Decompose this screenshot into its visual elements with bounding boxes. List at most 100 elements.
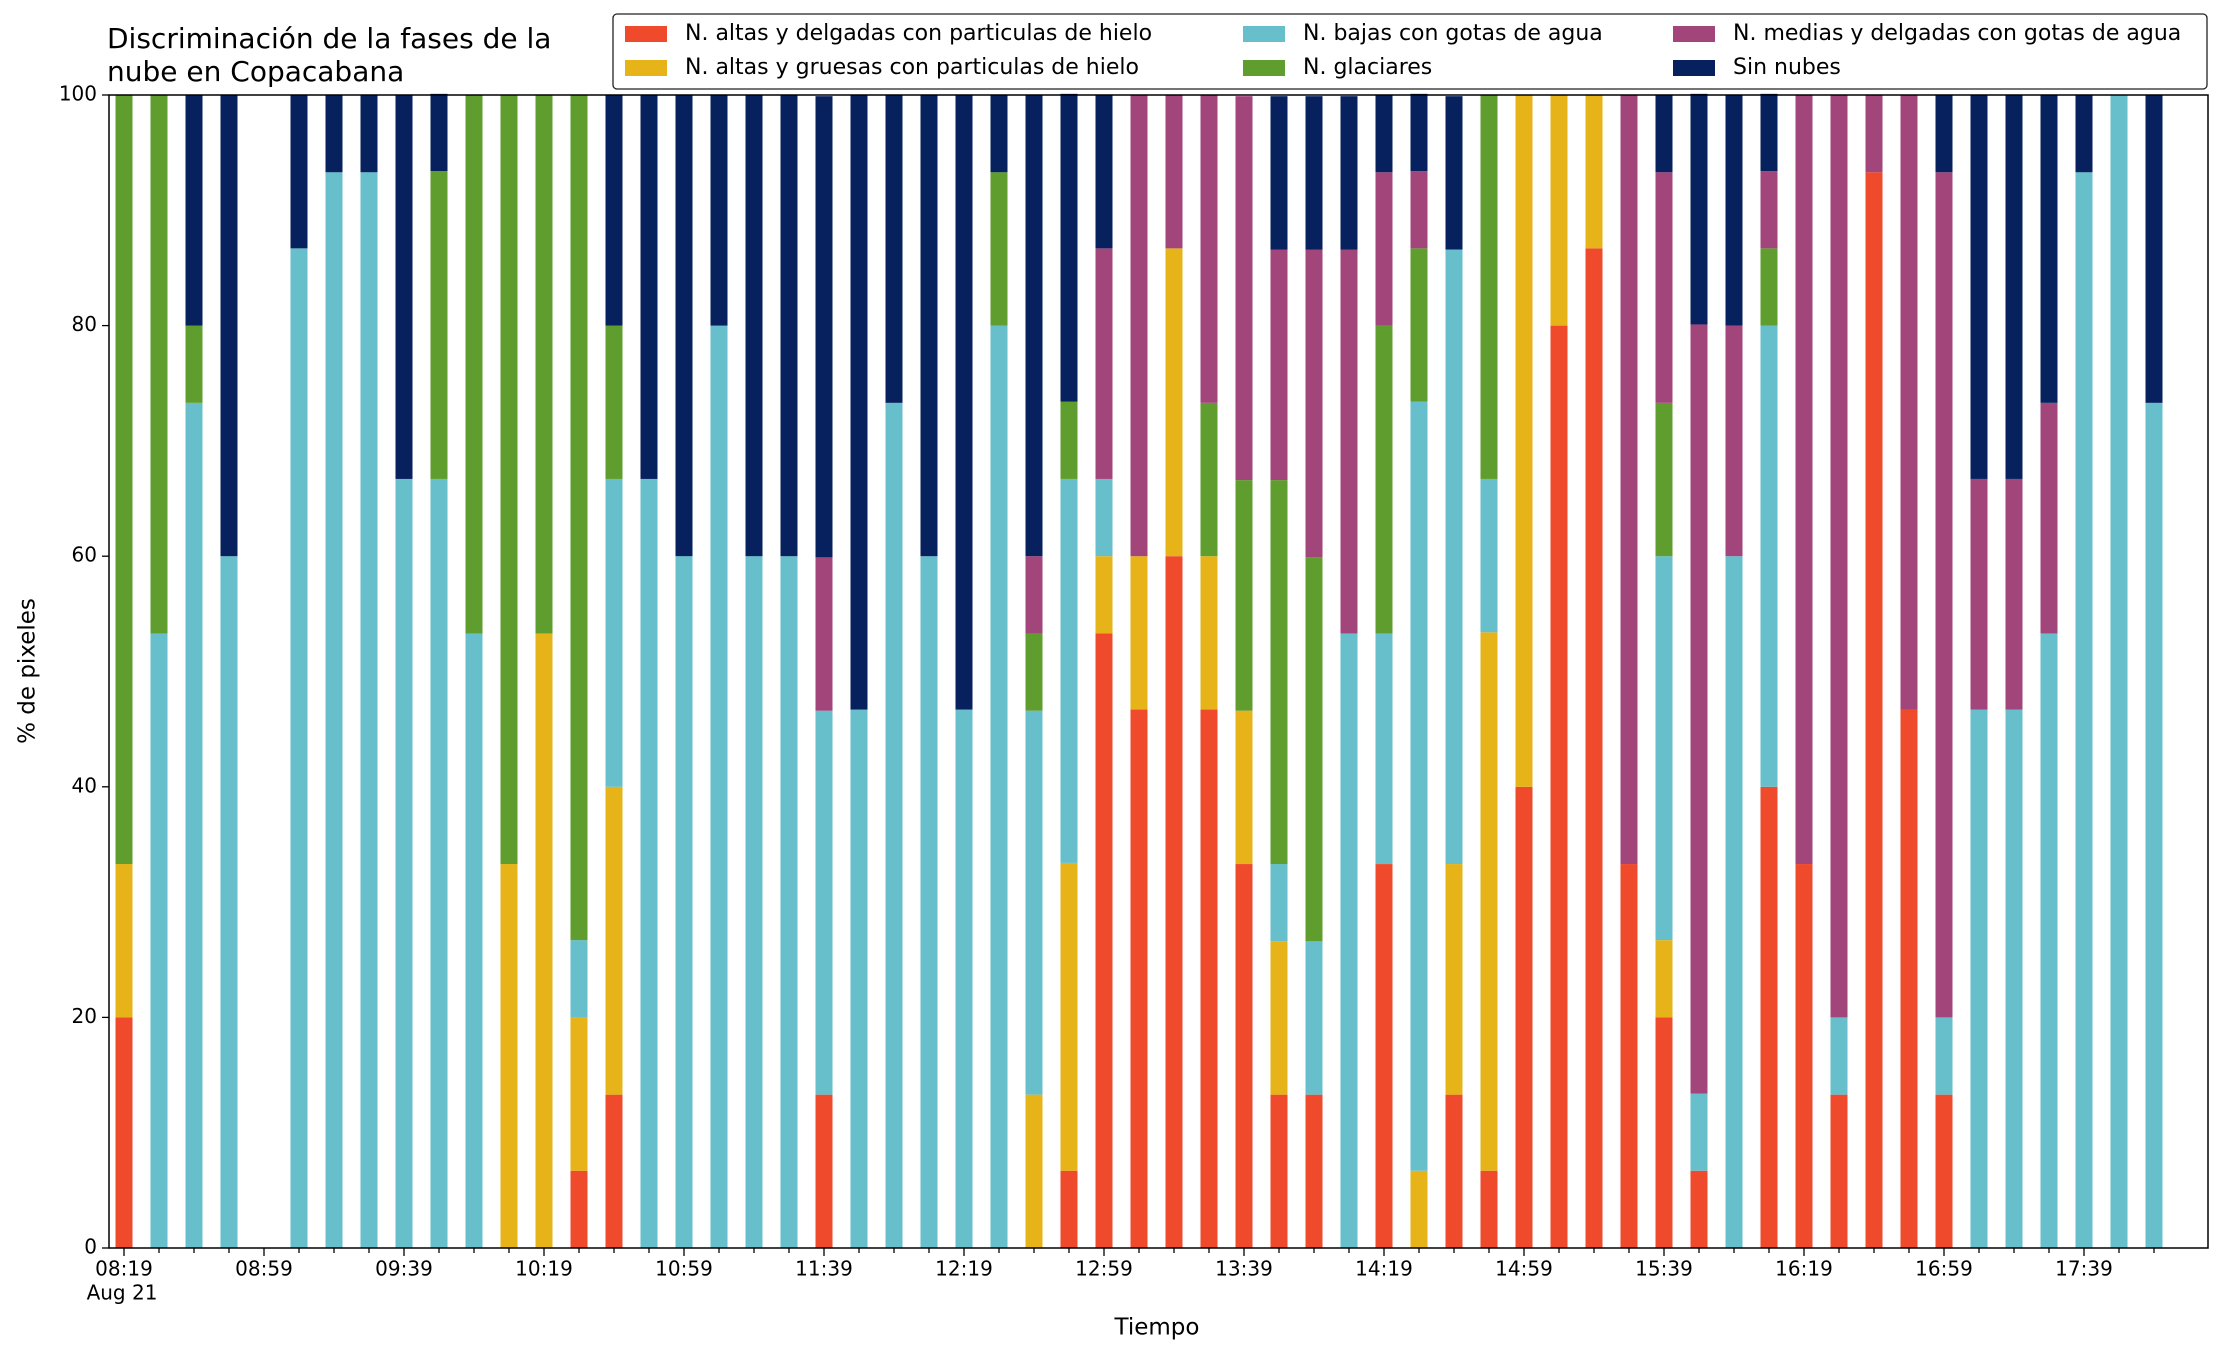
bar-segment — [1165, 95, 1183, 249]
bar-segment — [1270, 480, 1288, 865]
bar-segment — [570, 95, 588, 941]
x-tick-label: 16:19 — [1775, 1257, 1833, 1281]
bar-segment — [780, 556, 798, 1248]
bar-segment — [1305, 557, 1323, 942]
bar-segment — [1830, 1017, 1848, 1095]
legend-label: N. glaciares — [1303, 55, 1432, 80]
bar-segment — [1375, 95, 1393, 173]
bar-segment — [1655, 1017, 1673, 1248]
x-tick-label: 14:19 — [1355, 1257, 1413, 1281]
bar-segment — [1130, 95, 1148, 557]
bar-segment — [1305, 249, 1323, 558]
bar-segment — [745, 556, 763, 1248]
bar-segment — [605, 325, 623, 479]
y-axis-label: % de pixeles — [15, 598, 41, 744]
x-axis-label: Tiempo — [1114, 1315, 1200, 1341]
bar-segment — [1095, 556, 1113, 634]
bar-segment — [1375, 172, 1393, 326]
bar-segment — [1060, 862, 1078, 1171]
bar-segment — [605, 1094, 623, 1248]
bar-segment — [605, 786, 623, 1095]
bar-segment — [1340, 633, 1358, 1248]
bar-segment — [885, 402, 903, 1248]
bar-segment — [430, 93, 448, 172]
bar-segment — [1340, 96, 1358, 250]
bar-segment — [955, 95, 973, 710]
bar-segment — [535, 633, 553, 1248]
bar-segment — [430, 478, 448, 1249]
chart-title: Discriminación de la fases de la nube en … — [107, 22, 551, 88]
bar-segment — [2040, 633, 2058, 1248]
bar-segment — [1025, 710, 1043, 1095]
bar-segment — [1375, 633, 1393, 865]
bar-segment — [1445, 1094, 1463, 1248]
bar-segment — [1410, 1170, 1428, 1248]
x-tick-label: 09:39 — [375, 1257, 433, 1281]
bar-segment — [1130, 556, 1148, 710]
bar-segment — [1795, 95, 1813, 865]
y-tick-label: 40 — [72, 773, 97, 797]
x-tick-label: 12:19 — [935, 1257, 993, 1281]
bar-segment — [1655, 95, 1673, 173]
bar-segment — [290, 248, 308, 1248]
bar-segment — [1095, 95, 1113, 249]
x-tick-label: 12:59 — [1075, 1257, 1133, 1281]
bar-segment — [1865, 95, 1883, 173]
bar-segment — [1480, 632, 1498, 1171]
bar-segment — [1515, 786, 1533, 1248]
bar-segment — [1095, 248, 1113, 479]
bar-segment — [1480, 95, 1498, 479]
x-tick-label: 13:39 — [1215, 1257, 1273, 1281]
bar-segment — [675, 95, 693, 557]
bar-segment — [850, 709, 868, 1248]
bar-segment — [990, 172, 1008, 326]
bar-segment — [535, 95, 553, 634]
legend-box — [612, 13, 2208, 90]
bar-segment — [360, 95, 378, 173]
bar-segment — [1270, 864, 1288, 942]
legend-swatch — [1673, 26, 1715, 42]
bar-segment — [2145, 402, 2163, 1248]
bar-segment — [1760, 93, 1778, 172]
bar-segment — [1550, 95, 1568, 326]
bar-segment — [1690, 1093, 1708, 1171]
x-tick-label: 16:59 — [1915, 1257, 1973, 1281]
bar-segment — [1060, 1170, 1078, 1248]
bar-segment — [395, 95, 413, 479]
x-tick-label: 11:39 — [795, 1257, 853, 1281]
bar-segment — [1585, 95, 1603, 249]
bar-segment — [2110, 95, 2128, 1248]
bar-segment — [815, 710, 833, 1095]
bar-segment — [2040, 402, 2058, 634]
bar-segment — [1060, 93, 1078, 402]
bar-segment — [1795, 864, 1813, 1248]
bar-segment — [1340, 249, 1358, 634]
bar-segment — [1690, 93, 1708, 325]
bar-segment — [325, 95, 343, 173]
bar-segment — [500, 95, 518, 865]
bar-segment — [360, 172, 378, 1249]
bar-segment — [1970, 95, 1988, 479]
bar-segment — [1935, 1017, 1953, 1095]
bar-segment — [1725, 556, 1743, 1248]
bar-segment — [2040, 95, 2058, 403]
bar-segment — [430, 171, 448, 479]
bar-segment — [115, 95, 133, 865]
bar-segment — [1655, 172, 1673, 403]
bar-segment — [605, 478, 623, 787]
x-tick-label: 17:39 — [2055, 1257, 2113, 1281]
bar-segment — [1655, 402, 1673, 557]
bar-segment — [1410, 248, 1428, 402]
bar-segment — [1935, 95, 1953, 173]
bar-segment — [1865, 172, 1883, 1249]
bar-segment — [570, 1170, 588, 1248]
bar-segment — [2075, 95, 2093, 173]
bar-segment — [1690, 324, 1708, 1094]
bar-segment — [1620, 95, 1638, 865]
bar-segment — [1060, 401, 1078, 479]
bar-segment — [1480, 478, 1498, 633]
bar-segment — [1480, 1170, 1498, 1248]
bar-segment — [1305, 941, 1323, 1095]
bar-segment — [570, 1017, 588, 1171]
